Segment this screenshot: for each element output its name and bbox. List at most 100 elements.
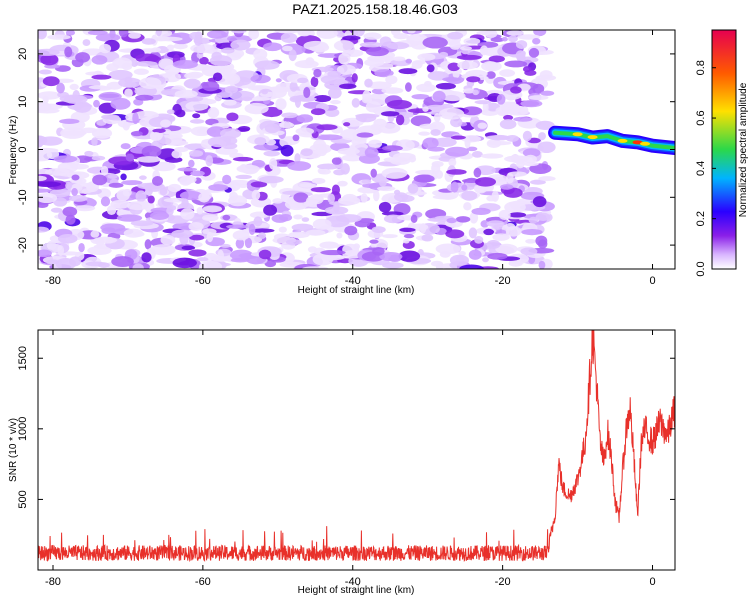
colorbar-tick-label: 0.2	[695, 211, 707, 226]
noise-blob	[264, 123, 280, 134]
noise-blob	[293, 214, 303, 220]
noise-blob	[482, 101, 489, 113]
noise-blob	[362, 183, 382, 189]
noise-blob	[356, 132, 374, 138]
noise-blob	[532, 196, 547, 208]
noise-blob	[361, 179, 372, 184]
noise-blob	[135, 190, 147, 202]
noise-blob	[508, 212, 527, 218]
noise-blob	[232, 156, 254, 162]
noise-blob	[386, 41, 410, 50]
spectrogram-ytick-label: -10	[17, 189, 29, 205]
noise-blob	[258, 249, 272, 260]
noise-blob	[294, 96, 301, 108]
noise-blob	[130, 130, 143, 137]
noise-blob	[120, 173, 127, 181]
noise-blob	[390, 30, 401, 36]
noise-blob	[456, 54, 482, 60]
noise-blob	[411, 93, 430, 100]
noise-blob	[435, 262, 444, 269]
noise-blob	[166, 44, 175, 50]
noise-blob	[63, 94, 88, 105]
noise-blob	[398, 68, 418, 75]
noise-blob	[254, 137, 267, 146]
noise-blob	[42, 76, 60, 87]
noise-blob	[335, 214, 362, 223]
noise-blob	[475, 177, 497, 187]
noise-blob	[333, 40, 355, 52]
noise-blob	[172, 257, 197, 269]
noise-blob	[321, 254, 346, 261]
noise-blob	[235, 238, 245, 249]
noise-blob	[149, 132, 163, 142]
noise-blob	[75, 52, 91, 63]
noise-blob	[285, 239, 303, 245]
noise-blob	[338, 196, 361, 206]
noise-blob	[461, 184, 468, 191]
noise-blob	[38, 30, 47, 40]
noise-blob	[136, 156, 161, 163]
noise-blob	[466, 76, 481, 83]
noise-blob	[370, 123, 381, 131]
noise-blob	[175, 109, 186, 118]
spectrogram-heatmap	[38, 30, 675, 269]
noise-blob	[250, 228, 275, 233]
spectrogram-xtick-label: -20	[495, 275, 511, 287]
noise-blob	[302, 266, 329, 269]
noise-blob	[344, 225, 358, 236]
noise-blob	[407, 183, 419, 194]
noise-blob	[482, 257, 489, 263]
noise-blob	[172, 59, 198, 69]
noise-blob	[486, 239, 501, 249]
noise-blob	[297, 30, 312, 37]
colorbar: 0.0 0.2 0.4 0.6 0.8 Normalized spectral ampl…	[695, 29, 749, 277]
noise-blob	[130, 220, 154, 227]
noise-blob	[445, 146, 470, 157]
noise-blob	[405, 58, 412, 64]
noise-blob	[382, 234, 398, 239]
noise-blob	[214, 94, 223, 102]
noise-blob	[180, 208, 195, 220]
noise-blob	[410, 115, 432, 127]
noise-blob	[494, 229, 507, 235]
noise-blob	[435, 170, 444, 179]
noise-blob	[279, 122, 295, 129]
noise-blob	[351, 73, 358, 83]
noise-blob	[338, 53, 351, 65]
noise-blob	[90, 230, 100, 238]
noise-blob	[278, 226, 287, 233]
noise-blob	[248, 30, 260, 40]
noise-blob	[110, 97, 131, 110]
noise-blob	[56, 82, 65, 94]
noise-blob	[208, 184, 229, 192]
noise-blob	[381, 87, 404, 94]
noise-blob	[53, 155, 78, 163]
noise-blob	[211, 51, 223, 61]
snr-ytick-label: 1500	[17, 346, 29, 370]
noise-blob	[461, 135, 482, 143]
noise-blob	[59, 118, 80, 124]
noise-blob	[132, 263, 144, 269]
noise-blob	[386, 99, 413, 110]
spectrogram-ylabel: Frequency (Hz)	[8, 116, 19, 185]
noise-blob	[504, 223, 516, 231]
spectrogram-xtick-label: -60	[195, 275, 211, 287]
colorbar-tick-label: 0.8	[695, 60, 707, 75]
noise-blob	[289, 202, 309, 209]
noise-blob	[116, 214, 143, 222]
noise-blob	[487, 252, 508, 260]
noise-blob	[139, 77, 162, 89]
noise-blob	[177, 175, 197, 184]
noise-blob	[336, 64, 356, 75]
noise-blob	[87, 30, 108, 36]
noise-blob	[430, 129, 441, 136]
noise-blob	[159, 187, 168, 196]
noise-blob	[281, 112, 298, 119]
noise-blob	[474, 236, 484, 244]
noise-blob	[220, 243, 231, 248]
noise-blob	[325, 84, 340, 90]
noise-blob	[515, 50, 526, 61]
noise-blob	[377, 123, 401, 134]
noise-blob	[528, 47, 540, 58]
